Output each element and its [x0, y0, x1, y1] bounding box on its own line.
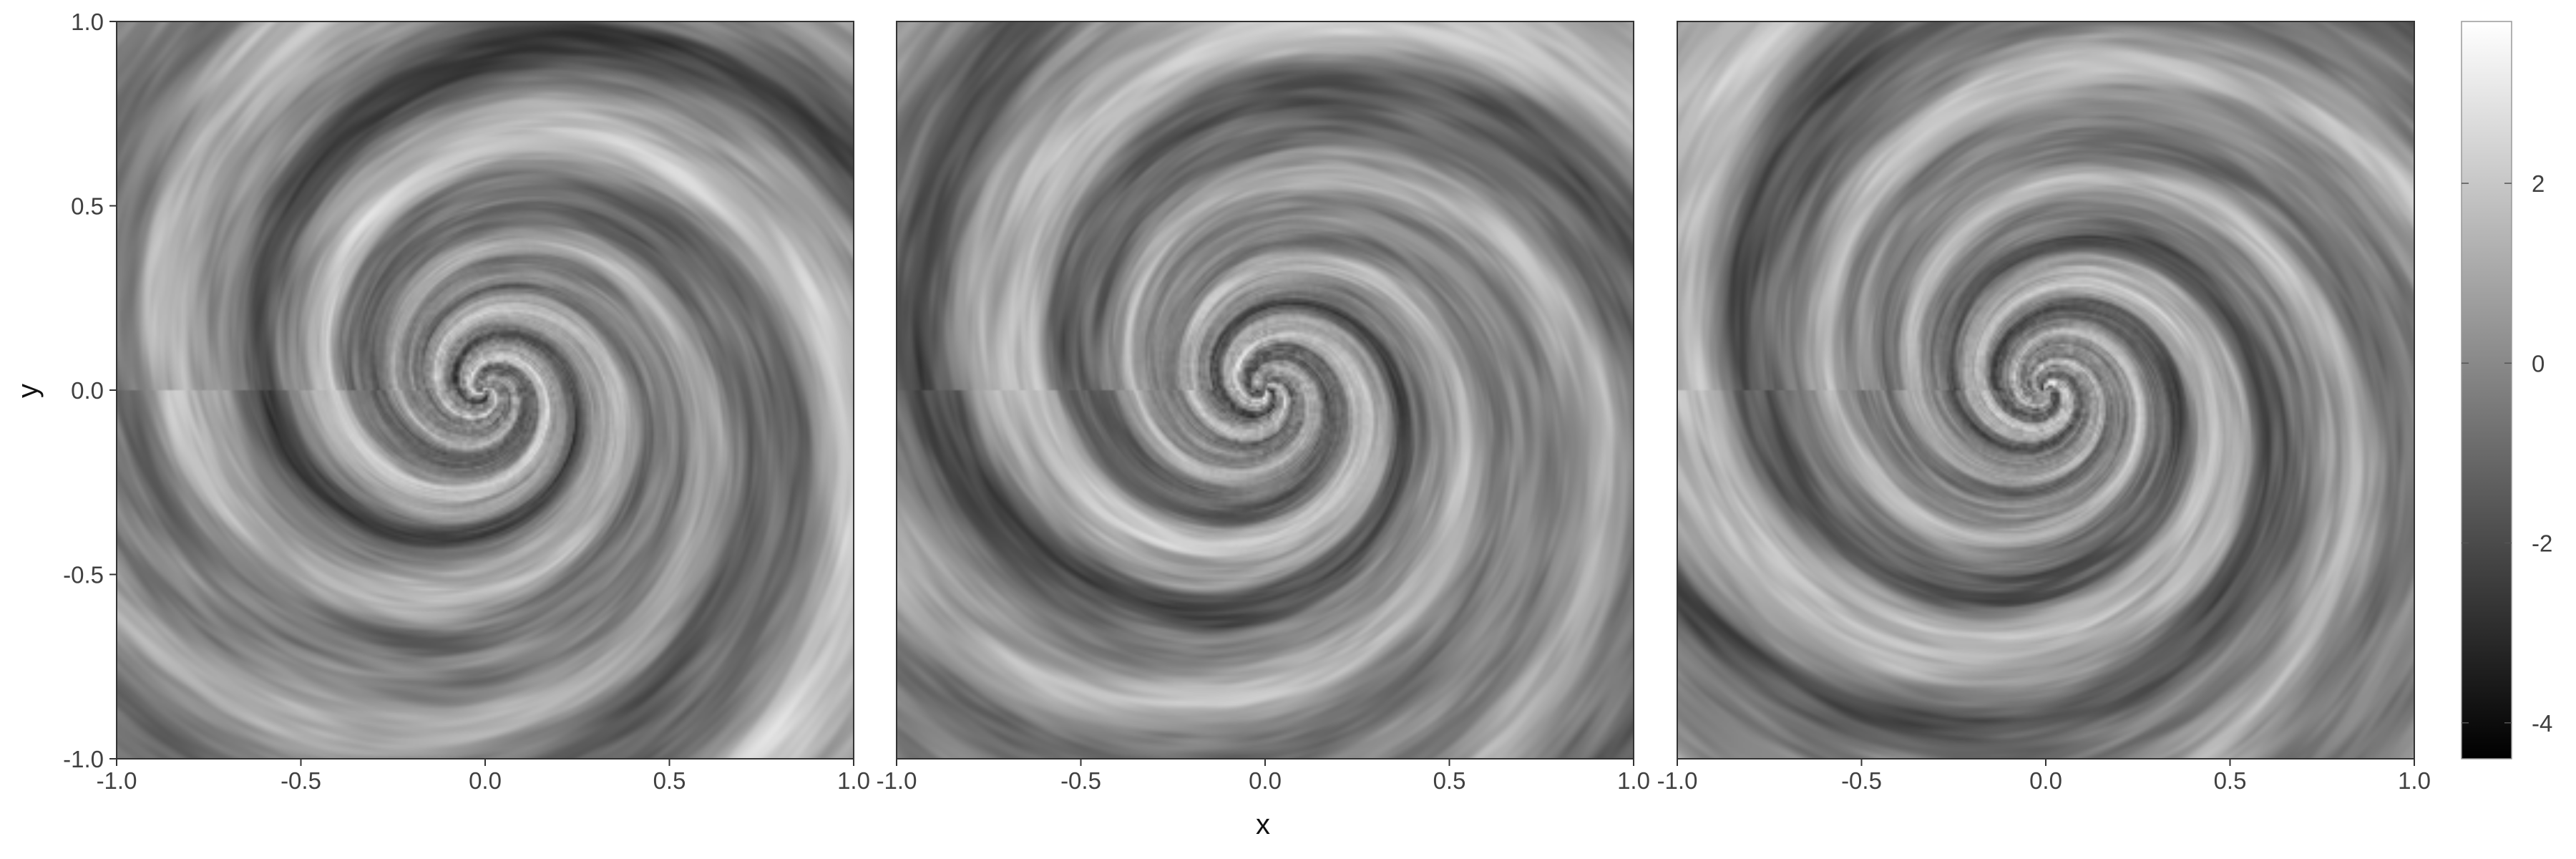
x-tick-label: -0.5: [1060, 767, 1101, 794]
y-axis: -1.0 -0.5 0.0 0.5 1.0: [63, 9, 117, 772]
x-tick-label: -0.5: [280, 767, 321, 794]
colorbar-gradient: [2462, 21, 2512, 759]
colorbar-tick-label: 0: [2532, 350, 2545, 377]
x-tick-label: 0.0: [2029, 767, 2062, 794]
x-tick-label: 0.5: [1433, 767, 1466, 794]
x-axes: -1.0 -0.5 0.0 0.5 1.0 -1.0 -0.5 0.0 0.5 1.0 -1.0 -0…: [97, 759, 2431, 794]
x-tick-label: 1.0: [1617, 767, 1650, 794]
colorbar-tick-label: 2: [2532, 170, 2545, 197]
x-axis-title: x: [1256, 809, 1270, 840]
heatmap-image-3: [1677, 21, 2414, 759]
x-tick-label: 0.5: [653, 767, 686, 794]
heatmap-panel-3: [1677, 21, 2415, 759]
heatmap-panel-2: [896, 21, 1634, 759]
x-tick-label: 1.0: [837, 767, 870, 794]
colorbar: 2 0 -2 -4: [2461, 21, 2552, 759]
colorbar-tick-label: -4: [2532, 710, 2552, 737]
colorbar-frame: [2461, 21, 2512, 759]
x-tick-label: -1.0: [97, 767, 137, 794]
colorbar-tick-label: -2: [2532, 530, 2552, 557]
x-tick-label: -1.0: [1657, 767, 1698, 794]
x-tick-label: 1.0: [2398, 767, 2431, 794]
y-tick-label: -0.5: [63, 562, 104, 588]
y-tick-label: 0.5: [71, 193, 104, 220]
x-tick-label: -1.0: [877, 767, 917, 794]
x-tick-label: 0.0: [469, 767, 502, 794]
y-tick-label: -1.0: [63, 746, 104, 772]
y-axis-title: y: [12, 384, 44, 398]
y-tick-label: 1.0: [71, 9, 104, 35]
x-tick-label: -0.5: [1841, 767, 1882, 794]
x-tick-label: 0.0: [1249, 767, 1282, 794]
heatmap-panels: [116, 21, 2415, 759]
heatmap-image-2: [897, 21, 1634, 759]
x-tick-label: 0.5: [2214, 767, 2247, 794]
heatmap-panel-1: [116, 21, 854, 759]
heatmap-image-1: [117, 21, 854, 759]
y-tick-label: 0.0: [71, 377, 104, 404]
